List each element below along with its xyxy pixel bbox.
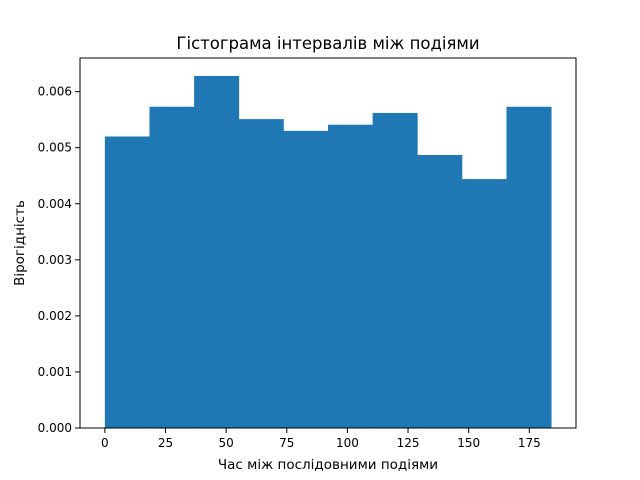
- y-tick-label: 0.004: [38, 197, 72, 211]
- y-tick-label: 0.001: [38, 365, 72, 379]
- x-tick-label: 50: [218, 436, 233, 450]
- x-tick-label: 25: [158, 436, 173, 450]
- x-tick-label: 175: [518, 436, 541, 450]
- histogram-bar: [194, 75, 240, 428]
- y-tick-label: 0.002: [38, 309, 72, 323]
- histogram-bar: [238, 119, 284, 428]
- histogram-bar: [417, 154, 463, 428]
- y-tick-label: 0.005: [38, 141, 72, 155]
- chart-title: Гістограма інтервалів між подіями: [176, 34, 479, 53]
- y-axis-label: Вірогідність: [12, 200, 28, 286]
- histogram-bar: [104, 136, 150, 428]
- x-tick-label: 125: [397, 436, 420, 450]
- x-tick-label: 150: [457, 436, 480, 450]
- y-tick-label: 0.003: [38, 253, 72, 267]
- y-tick-label: 0.006: [38, 85, 72, 99]
- x-tick-label: 75: [279, 436, 294, 450]
- histogram-bar: [283, 130, 329, 428]
- x-axis-label: Час між послідовними подіями: [218, 457, 438, 473]
- histogram-bar: [328, 124, 374, 428]
- histogram-bar: [149, 106, 195, 428]
- x-tick-label: 0: [101, 436, 109, 450]
- x-ticks-group: 0 25 50 75 100 125 150 175: [101, 428, 541, 450]
- y-tick-label: 0.000: [38, 421, 72, 435]
- histogram-bar: [461, 179, 507, 428]
- plot-frame: [79, 57, 577, 429]
- histogram-bar: [372, 112, 418, 428]
- histogram-bar: [506, 106, 552, 428]
- y-ticks-group: 0.000 0.001 0.002 0.003 0.004 0.005 0.006: [38, 85, 80, 435]
- x-tick-label: 100: [336, 436, 359, 450]
- bars-group: [104, 75, 552, 428]
